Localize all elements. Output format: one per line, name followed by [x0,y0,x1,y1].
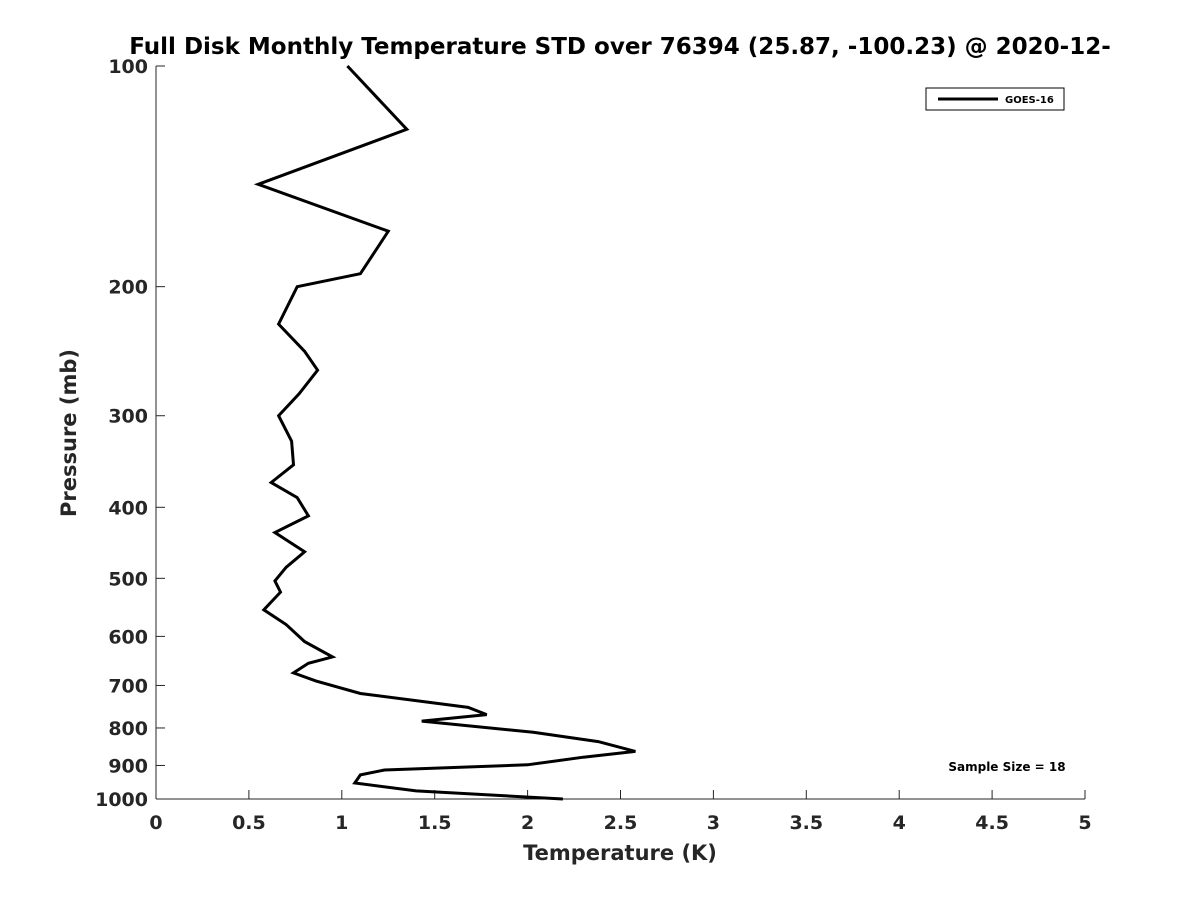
y-tick-label: 500 [108,568,148,590]
y-tick-label: 100 [108,56,148,78]
x-tick-label: 1 [335,812,348,834]
x-tick-label: 4.5 [975,812,1009,834]
x-tick-label: 1.5 [418,812,452,834]
x-tick-label: 3 [707,812,720,834]
series-line-goes-16 [253,64,636,801]
x-tick-label: 0.5 [232,812,266,834]
legend-label-goes-16: GOES-16 [1005,95,1054,106]
y-tick-label: 700 [108,675,148,697]
y-tick-label: 300 [108,406,148,428]
y-tick-label: 900 [108,755,148,777]
axes: 0 0.5 1 1.5 2 2.5 3 3.5 4 4.5 5 100 200 300 400 500 600 7… [95,56,1092,834]
series-layer [253,64,636,801]
y-tick-label: 600 [108,626,148,648]
y-tick-label: 1000 [95,789,148,811]
x-tick-label: 2.5 [604,812,638,834]
legend: GOES-16 [925,87,1065,111]
x-tick-label: 2 [521,812,534,834]
x-tick-label: 5 [1078,812,1091,834]
x-axis-label: Temperature (K) [523,841,717,865]
x-tick-label: 4 [893,812,906,834]
sample-size-annotation: Sample Size = 18 [948,760,1065,774]
y-axis-label: Pressure (mb) [57,349,81,517]
y-tick-label: 200 [108,277,148,299]
x-tick-label: 0 [149,812,162,834]
chart-title: Full Disk Monthly Temperature STD over 7… [129,34,1111,60]
plot-area [156,66,1085,799]
y-tick-label: 800 [108,718,148,740]
x-tick-label: 3.5 [789,812,823,834]
y-tick-label: 400 [108,497,148,519]
